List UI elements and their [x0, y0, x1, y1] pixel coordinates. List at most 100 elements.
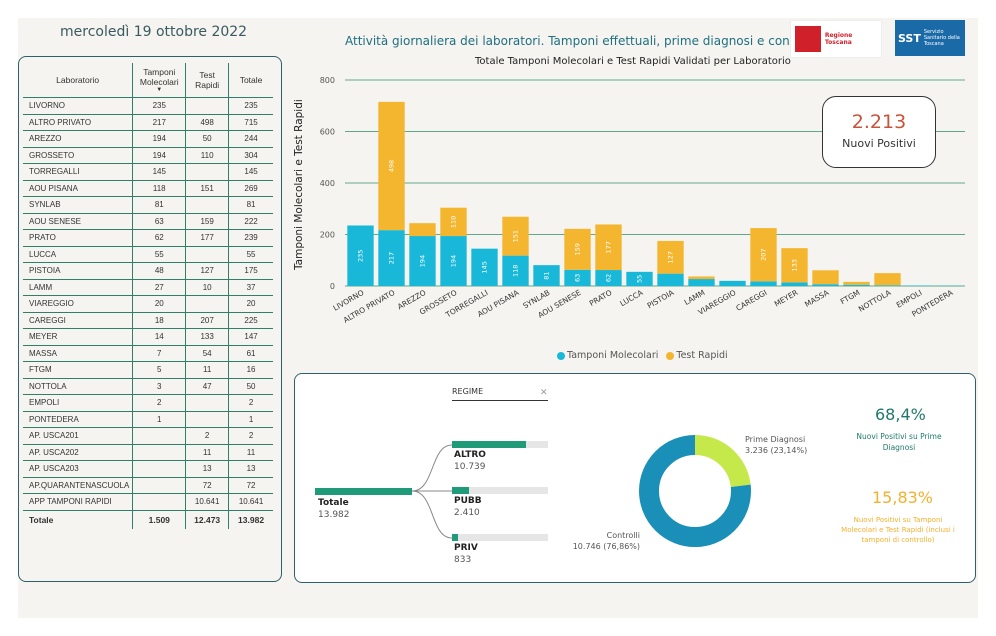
cell-totale: 2 [228, 427, 273, 445]
decomposition-bar-fill[interactable] [452, 487, 469, 494]
cell-tamponi-molecolari: 18 [132, 312, 187, 329]
table-row[interactable]: AP. USCA201 2 2 [23, 427, 273, 445]
table-row[interactable]: MASSA 7 54 61 [23, 345, 273, 362]
table-row[interactable]: AP. USCA202 11 11 [23, 444, 273, 461]
y-tick-label: 800 [320, 76, 335, 85]
table-row[interactable]: VIAREGGIO 20 20 [23, 295, 273, 313]
regione-toscana-emblem-icon [795, 26, 821, 52]
table-row[interactable]: AP.QUARANTENASCUOLA 72 72 [23, 477, 273, 494]
table-row[interactable]: LUCCA 55 55 [23, 246, 273, 263]
cell-totale: 147 [228, 328, 273, 346]
legend-item-tamponi-molecolari[interactable]: Tamponi Molecolari [557, 350, 658, 361]
column-header-laboratorio[interactable]: Laboratorio [23, 63, 134, 98]
cell-totale: 244 [228, 130, 273, 148]
decomposition-root-value: 13.982 [318, 510, 350, 520]
donut-label-controlli: Controlli 10.746 (76,86%) [572, 531, 640, 551]
cell-tamponi-molecolari: 27 [132, 279, 187, 296]
table-row[interactable]: PISTOIA 48 127 175 [23, 262, 273, 280]
cell-totale: 16 [228, 361, 273, 379]
cell-totale: 225 [228, 312, 273, 329]
bar-data-label: 498 [388, 160, 396, 172]
cell-laboratorio: APP TAMPONI RAPIDI [23, 493, 134, 511]
cell-totale: 13.982 [238, 514, 265, 525]
column-header-totale[interactable]: Totale [228, 63, 273, 98]
table-row[interactable]: TORREGALLI 145 145 [23, 163, 273, 181]
cell-test-rapidi [185, 163, 230, 181]
sort-descending-icon: ▼ [156, 87, 163, 93]
chart-legend: Tamponi Molecolari Test Rapidi [557, 350, 728, 361]
table-total-row[interactable]: Totale 1.509 12.473 13.982 [23, 510, 273, 529]
orange-percentage-label: Nuovi Positivi su Tamponi Molecolari e T… [841, 516, 955, 544]
sst-mark: SST [898, 31, 921, 45]
table-row[interactable]: AP. USCA203 13 13 [23, 460, 273, 478]
bar-tamponi-molecolari [843, 284, 870, 286]
cell-laboratorio: AREZZO [23, 130, 134, 148]
donut-label-prime-diagnosi: Prime Diagnosi 3.236 (23,14%) [745, 435, 808, 455]
column-header-tamponi-molecolari[interactable]: Tamponi Molecolari ▼ [132, 63, 187, 98]
cell-test-rapidi: 11 [185, 444, 230, 461]
table-row[interactable]: PRATO 62 177 239 [23, 229, 273, 247]
bar-tamponi-molecolari [595, 270, 622, 286]
bar-data-label: 55 [636, 275, 644, 283]
table-row[interactable]: NOTTOLA 3 47 50 [23, 378, 273, 395]
cell-laboratorio: SYNLAB [23, 196, 134, 214]
column-header-test-rapidi[interactable]: Test Rapidi [185, 63, 230, 98]
y-tick-label: 400 [320, 179, 335, 188]
table-row[interactable]: APP TAMPONI RAPIDI 10.641 10.641 [23, 493, 273, 511]
cell-test-rapidi: 177 [185, 229, 230, 247]
cell-totale: 55 [228, 246, 273, 263]
bar-tamponi-molecolari [905, 285, 932, 286]
cell-laboratorio: AP. USCA203 [23, 460, 134, 478]
cell-test-rapidi [185, 196, 230, 214]
close-icon[interactable]: ✕ [540, 388, 548, 398]
regime-filter-header[interactable]: REGIME [452, 387, 548, 401]
cell-tamponi-molecolari [132, 493, 187, 511]
x-tick-label: PRATO [588, 288, 614, 308]
cell-laboratorio: ALTRO PRIVATO [23, 114, 134, 131]
table-row[interactable]: GROSSETO 194 110 304 [23, 147, 273, 164]
bar-test-rapidi [781, 248, 808, 283]
decomposition-bar-fill[interactable] [452, 534, 458, 541]
cell-totale: 269 [228, 180, 273, 197]
cell-tamponi-molecolari: 118 [132, 180, 187, 197]
decomposition-bar-track[interactable] [452, 534, 548, 541]
cell-laboratorio: PISTOIA [23, 262, 134, 280]
table-row[interactable]: LIVORNO 235 235 [23, 97, 273, 115]
cell-laboratorio: LIVORNO [23, 97, 134, 115]
table-row[interactable]: MEYER 14 133 147 [23, 328, 273, 346]
x-tick-label: FTGM [839, 288, 862, 306]
table-row[interactable]: ALTRO PRIVATO 217 498 715 [23, 114, 273, 131]
bar-tamponi-molecolari [564, 269, 591, 286]
table-row[interactable]: FTGM 5 11 16 [23, 361, 273, 379]
decomposition-root-bar[interactable] [315, 488, 412, 495]
bar-test-rapidi [502, 216, 529, 256]
table-row[interactable]: AOU SENESE 63 159 222 [23, 213, 273, 230]
table-row[interactable]: SYNLAB 81 81 [23, 196, 273, 214]
cell-totale: 175 [228, 262, 273, 280]
table-row[interactable]: AOU PISANA 118 151 269 [23, 180, 273, 197]
table-row[interactable]: PONTEDERA 1 1 [23, 411, 273, 428]
cell-totale: 37 [228, 279, 273, 296]
donut-slice-controlli[interactable] [639, 435, 751, 547]
cell-tamponi-molecolari: 194 [132, 130, 187, 148]
table-row[interactable]: CAREGGI 18 207 225 [23, 312, 273, 329]
table-row[interactable]: EMPOLI 2 2 [23, 394, 273, 412]
legend-dot-icon [557, 351, 565, 360]
date-label: mercoledì 19 ottobre 2022 [60, 24, 248, 40]
cell-tamponi-molecolari: 48 [132, 262, 187, 280]
table-row[interactable]: LAMM 27 10 37 [23, 279, 273, 296]
cell-tamponi-molecolari [132, 460, 187, 478]
cell-laboratorio: LAMM [23, 279, 134, 296]
bar-data-label: 217 [388, 252, 396, 264]
cell-tamponi-molecolari: 7 [132, 345, 187, 362]
connector-priv [411, 490, 453, 539]
decomposition-item-label: PUBB [454, 496, 482, 506]
bar-tamponi-molecolari [378, 230, 405, 286]
table-row[interactable]: AREZZO 194 50 244 [23, 130, 273, 148]
legend-item-test-rapidi[interactable]: Test Rapidi [666, 350, 728, 361]
bar-test-rapidi [595, 224, 622, 271]
decomposition-bar-track[interactable] [452, 487, 548, 494]
legend-dot-icon [666, 351, 675, 360]
bar-data-label: 62 [605, 274, 613, 282]
decomposition-bar-fill[interactable] [452, 441, 526, 448]
